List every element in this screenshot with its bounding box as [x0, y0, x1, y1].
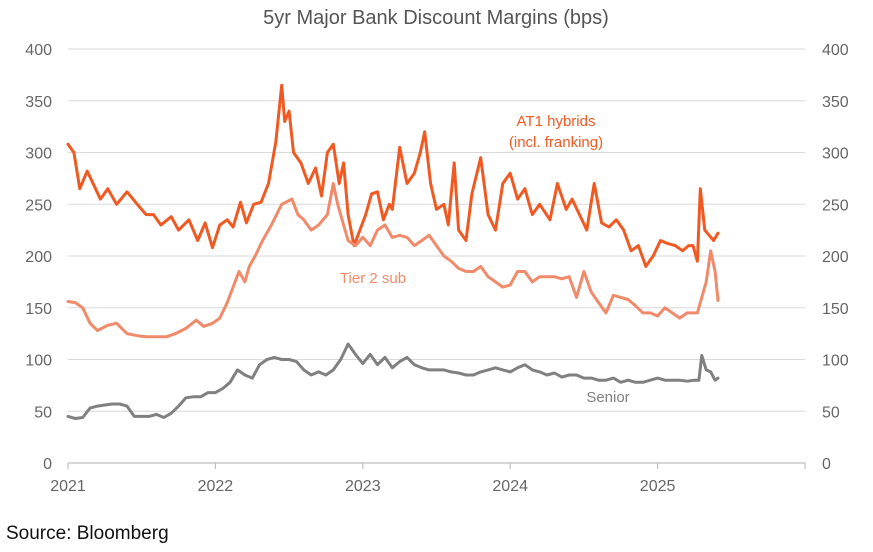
x-tick-2022: 2022	[198, 478, 234, 495]
annotation-at1-hybrids-line-1: (incl. franking)	[509, 134, 603, 151]
y-tick-right-50: 50	[822, 404, 840, 421]
y-tick-left-400: 400	[25, 42, 52, 59]
y-tick-left-50: 50	[34, 404, 52, 421]
series-line-senior	[66, 342, 720, 420]
y-tick-left-150: 150	[25, 301, 52, 318]
y-tick-right-300: 300	[822, 146, 849, 163]
annotation-senior-line-0: Senior	[586, 389, 629, 406]
series-lines	[66, 83, 720, 420]
x-tick-2025: 2025	[640, 478, 676, 495]
series-annotations: AT1 hybrids (incl. franking) Tier 2 sub Sen…	[340, 113, 630, 406]
y-tick-left-350: 350	[25, 94, 52, 111]
chart-title: 5yr Major Bank Discount Margins (bps)	[263, 7, 609, 29]
y-tick-right-200: 200	[822, 249, 849, 266]
x-tick-2021: 2021	[50, 478, 86, 495]
y-axis-left: 0 50 100 150 200 250 300 350 400	[25, 42, 52, 473]
y-tick-left-250: 250	[25, 197, 52, 214]
y-tick-right-350: 350	[822, 94, 849, 111]
series-line-tier-2-sub	[66, 182, 720, 339]
x-tick-2024: 2024	[492, 478, 528, 495]
y-tick-left-200: 200	[25, 249, 52, 266]
annotation-tier-2-sub-line-0: Tier 2 sub	[340, 270, 406, 287]
x-tick-2023: 2023	[345, 478, 381, 495]
y-tick-right-100: 100	[822, 353, 849, 370]
series-line-at1-hybrids	[66, 83, 720, 268]
y-axis-right: 0 50 100 150 200 250 300 350 400	[822, 42, 849, 473]
y-tick-right-0: 0	[822, 456, 831, 473]
y-tick-left-300: 300	[25, 146, 52, 163]
annotation-at1-hybrids-line-0: AT1 hybrids	[517, 113, 596, 130]
x-axis: 2021 2022 2023 2024 2025	[50, 462, 806, 495]
y-tick-right-400: 400	[822, 42, 849, 59]
y-tick-left-0: 0	[43, 456, 52, 473]
y-tick-right-250: 250	[822, 197, 849, 214]
y-tick-left-100: 100	[25, 353, 52, 370]
y-tick-right-150: 150	[822, 301, 849, 318]
source-note: Source: Bloomberg	[6, 523, 169, 544]
